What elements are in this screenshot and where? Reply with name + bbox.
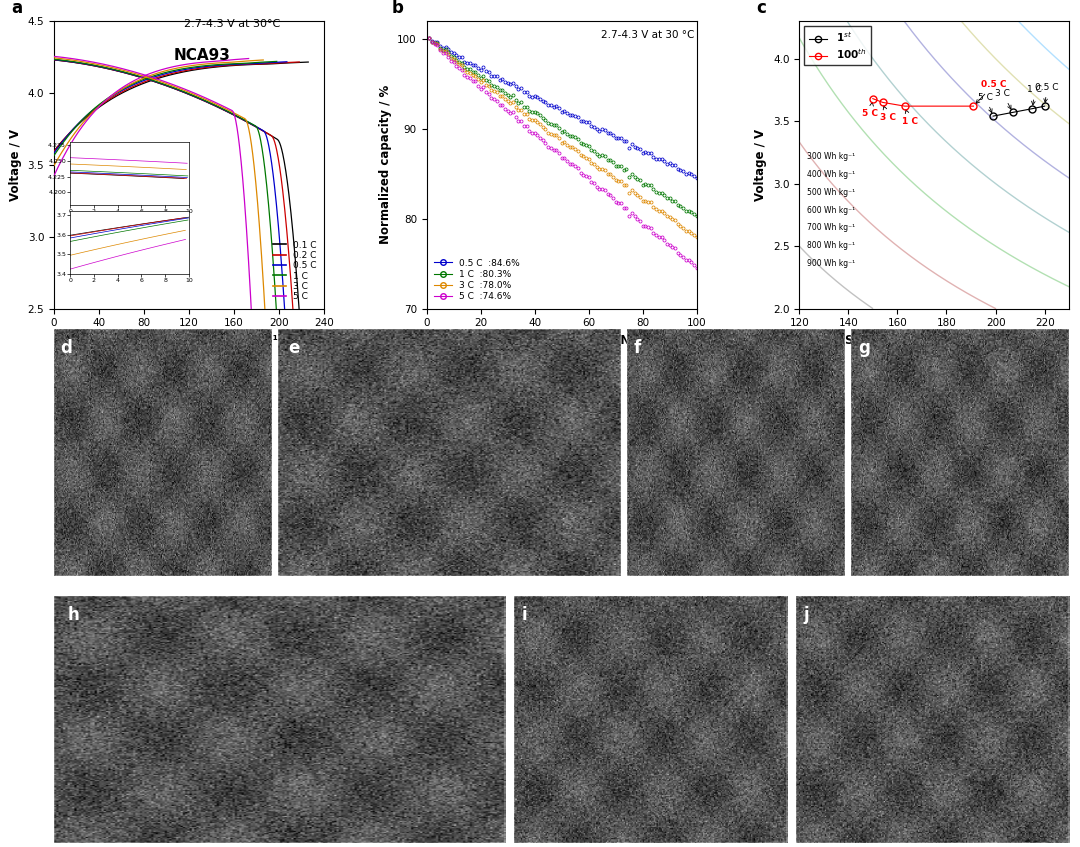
X-axis label: Number of cycles / N: Number of cycles / N bbox=[492, 334, 631, 346]
Text: f: f bbox=[634, 339, 640, 357]
Text: 800 Wh kg⁻¹: 800 Wh kg⁻¹ bbox=[808, 241, 855, 250]
Text: NCA93: NCA93 bbox=[174, 48, 231, 64]
Legend: 1$^{st}$, 100$^{th}$: 1$^{st}$, 100$^{th}$ bbox=[805, 26, 870, 65]
Text: a: a bbox=[11, 0, 22, 17]
Text: 500 Wh kg⁻¹: 500 Wh kg⁻¹ bbox=[808, 188, 855, 197]
Text: 1 C: 1 C bbox=[1027, 86, 1042, 105]
Text: 400 Wh kg⁻¹: 400 Wh kg⁻¹ bbox=[808, 170, 855, 179]
Legend: 0.5 C  :84.6%, 1 C  :80.3%, 3 C  :78.0%, 5 C  :74.6%: 0.5 C :84.6%, 1 C :80.3%, 3 C :78.0%, 5 … bbox=[431, 256, 523, 304]
Text: 3 C: 3 C bbox=[996, 89, 1011, 109]
Text: 5 C: 5 C bbox=[978, 93, 994, 113]
Y-axis label: Normalized capacity / %: Normalized capacity / % bbox=[379, 86, 392, 245]
Text: 1 C: 1 C bbox=[902, 109, 918, 125]
Text: 600 Wh kg⁻¹: 600 Wh kg⁻¹ bbox=[808, 206, 855, 214]
Text: e: e bbox=[288, 339, 300, 357]
Text: j: j bbox=[804, 606, 809, 624]
X-axis label: Specific capacity / mAh g⁻¹: Specific capacity / mAh g⁻¹ bbox=[100, 334, 278, 346]
X-axis label: Specific capacity / mAh g⁻¹: Specific capacity / mAh g⁻¹ bbox=[846, 334, 1023, 346]
Text: 3 C: 3 C bbox=[879, 106, 895, 122]
Text: i: i bbox=[522, 606, 527, 624]
Text: 0.5 C: 0.5 C bbox=[976, 80, 1007, 103]
Text: d: d bbox=[60, 339, 72, 357]
Text: h: h bbox=[68, 606, 79, 624]
Text: 300 Wh kg⁻¹: 300 Wh kg⁻¹ bbox=[808, 152, 855, 161]
Y-axis label: Voltage / V: Voltage / V bbox=[9, 129, 22, 201]
Text: b: b bbox=[391, 0, 403, 17]
Text: 700 Wh kg⁻¹: 700 Wh kg⁻¹ bbox=[808, 224, 855, 232]
Text: 900 Wh kg⁻¹: 900 Wh kg⁻¹ bbox=[808, 259, 855, 268]
Text: 2.7-4.3 V at 30 °C: 2.7-4.3 V at 30 °C bbox=[600, 30, 694, 40]
Text: g: g bbox=[858, 339, 869, 357]
Text: c: c bbox=[756, 0, 766, 17]
Text: 5 C: 5 C bbox=[863, 102, 878, 118]
Text: 0.5 C: 0.5 C bbox=[1036, 83, 1058, 102]
Y-axis label: Voltage / V: Voltage / V bbox=[754, 129, 767, 201]
Legend: 0.1 C, 0.2 C, 0.5 C, 1 C, 3 C, 5 C: 0.1 C, 0.2 C, 0.5 C, 1 C, 3 C, 5 C bbox=[270, 238, 320, 304]
Text: 2.7-4.3 V at 30°C: 2.7-4.3 V at 30°C bbox=[184, 19, 281, 29]
